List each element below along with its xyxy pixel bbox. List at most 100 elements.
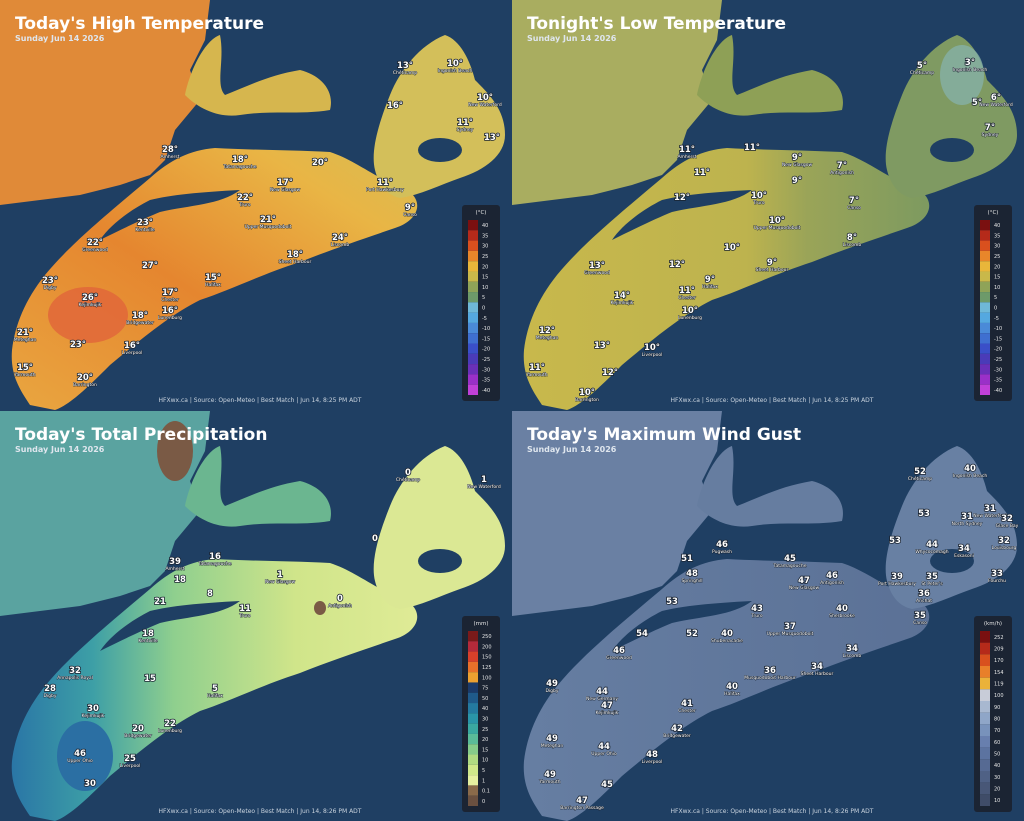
city-name: Springhill — [681, 578, 702, 584]
city-value: 10° — [769, 216, 785, 226]
city-name: New Glasgow — [789, 585, 820, 591]
city-value: 34 — [846, 644, 858, 654]
city-name: Liverpool — [122, 350, 143, 356]
city-name: New Glasgow — [265, 579, 296, 585]
city-value: 40 — [836, 604, 848, 614]
city-value: 9° — [705, 275, 715, 285]
city-value: 32 — [998, 536, 1010, 546]
city-value: 0 — [337, 594, 343, 604]
city-value: 10° — [447, 59, 463, 69]
city-name: Halifax — [205, 282, 221, 288]
city-value: 18° — [132, 311, 148, 321]
city-name: New Glasgow — [270, 187, 301, 193]
city-name: Sheet Harbour — [756, 267, 789, 273]
legend-swatch — [468, 692, 478, 704]
city-name: Chester — [678, 708, 696, 714]
city-value: 53 — [918, 509, 930, 519]
legend-label: 80 — [994, 717, 1000, 723]
city-value: 8° — [847, 233, 857, 243]
city-value: 31 — [961, 512, 973, 522]
city-name: Shubenacadie — [711, 638, 743, 644]
city-name: Upper Musquodoboit — [245, 224, 292, 230]
legend-swatch — [468, 651, 478, 662]
city-name: Sydney — [457, 127, 474, 133]
city-name: Tatamagouche — [773, 563, 807, 569]
city-name: Kejimkujik — [596, 710, 619, 716]
legend-swatch — [980, 782, 990, 795]
panel-footer: HFXwx.ca | Source: Open-Meteo | Best Mat… — [671, 397, 874, 404]
legend-swatch — [468, 240, 478, 251]
panel-high — [0, 0, 512, 410]
city-name: Bridgewater — [663, 733, 691, 739]
legend-label: 90 — [994, 705, 1000, 711]
city-value: 7° — [985, 123, 995, 133]
legend-swatch — [468, 230, 478, 241]
legend-label: 5 — [482, 768, 485, 774]
city-name: Barrington — [575, 397, 599, 403]
legend-swatch — [468, 384, 478, 395]
city-value: 47 — [601, 701, 613, 711]
legend-label: 15 — [482, 747, 488, 753]
city-name: Fourchu — [988, 578, 1006, 584]
city-value: 32 — [69, 666, 81, 676]
legend-label: -20 — [482, 347, 490, 353]
city-value: 18 — [174, 575, 186, 585]
legend-swatch — [980, 654, 990, 666]
city-name: Kentville — [138, 638, 158, 644]
legend-swatch — [468, 723, 478, 734]
legend-label: -10 — [482, 326, 490, 332]
wet-area — [57, 721, 113, 791]
city-name: Bridgewater — [126, 320, 154, 326]
city-name: Glace Bay — [996, 523, 1019, 529]
city-value: 54 — [636, 629, 648, 639]
city-value: 47 — [576, 796, 588, 806]
city-name: Barrington Passage — [560, 805, 604, 811]
legend-swatch — [468, 364, 478, 375]
city-value: 9° — [767, 258, 777, 268]
city-value: 26° — [82, 293, 98, 303]
legend-swatch — [468, 312, 478, 323]
city-name: Sheet Harbour — [279, 259, 312, 265]
city-name: Amherst — [677, 154, 696, 160]
city-value: 40 — [964, 464, 976, 474]
legend-swatch — [980, 322, 990, 334]
legend-label: 125 — [482, 665, 492, 671]
city-value: 7° — [849, 196, 859, 206]
legend-label: 40 — [482, 223, 488, 229]
city-name: Meteghan — [14, 337, 37, 343]
city-name: Liverpool — [642, 352, 663, 358]
city-value: 35 — [926, 572, 938, 582]
legend-swatch — [468, 302, 478, 313]
city-value: 23° — [42, 276, 58, 286]
legend-label: 15 — [994, 275, 1000, 281]
legend-label: 35 — [994, 233, 1000, 239]
legend-label: 25 — [482, 254, 488, 260]
city-name: Canso — [847, 205, 861, 211]
city-name: Meteghan — [536, 335, 559, 341]
city-name: Digby — [43, 693, 56, 699]
city-name: Kentville — [135, 227, 155, 233]
legend-label: 40 — [994, 223, 1000, 229]
city-name: Tatamagouche — [198, 561, 232, 567]
city-value: 41 — [681, 699, 693, 709]
city-value: 49 — [544, 770, 556, 780]
legend-label: 50 — [994, 752, 1000, 758]
city-value: 9° — [792, 153, 802, 163]
city-value: 5 — [212, 684, 218, 694]
city-name: Antigonish — [830, 170, 854, 176]
legend-swatch — [468, 775, 478, 786]
panel-subtitle: Sunday Jun 14 2026 — [15, 34, 105, 43]
city-name: Canso — [913, 620, 927, 626]
legend-swatch — [468, 353, 478, 365]
city-value: 5° — [972, 98, 982, 108]
city-name: Liverpool — [120, 763, 141, 769]
city-name: Chéticamp — [393, 69, 417, 76]
legend-label: 10 — [994, 798, 1000, 804]
city-name: Kejimkujik — [82, 713, 105, 719]
city-value: 3° — [965, 58, 975, 68]
legend-swatch — [468, 733, 478, 745]
city-value: 10° — [724, 243, 740, 253]
city-name: Kejimkujik — [611, 300, 634, 306]
city-value: 18° — [287, 250, 303, 260]
